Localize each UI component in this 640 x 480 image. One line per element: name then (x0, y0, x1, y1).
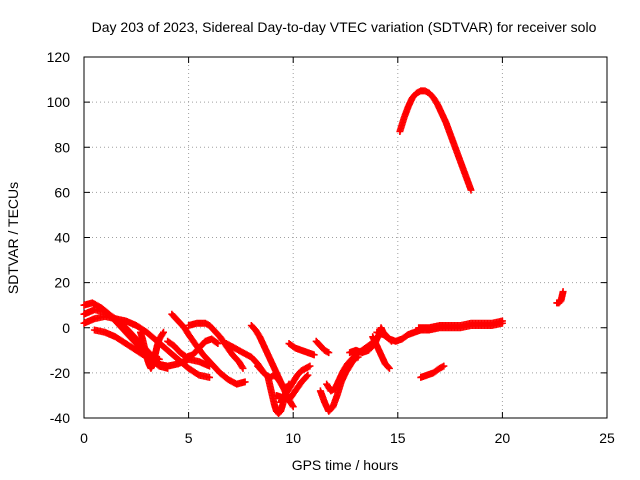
series-arc-p (312, 337, 333, 357)
data-point (310, 351, 318, 359)
x-tick-label: 10 (285, 430, 301, 446)
data-point (241, 378, 249, 386)
series-arc-o (285, 340, 318, 359)
data-point (325, 349, 333, 357)
chart-title: Day 203 of 2023, Sidereal Day-to-day VTE… (92, 19, 597, 35)
data-point (498, 317, 506, 325)
x-tick-label: 5 (185, 430, 193, 446)
axes: 0 5 10 15 20 25 -40 -20 0 20 40 60 80 100 120 (47, 49, 615, 446)
x-tick-label: 0 (80, 430, 88, 446)
x-tick-label: 25 (599, 430, 615, 446)
series-arc-x (396, 87, 475, 194)
data-point (440, 362, 448, 370)
data-point (214, 340, 222, 348)
data-point (238, 363, 246, 371)
y-tick-label: 20 (54, 275, 70, 291)
y-tick-label: -20 (50, 365, 70, 381)
data-point (278, 381, 286, 389)
data-point (289, 403, 297, 411)
data-point (159, 328, 167, 336)
data-point (467, 186, 475, 194)
data-point (159, 330, 167, 338)
series-arc-v (415, 317, 506, 332)
y-tick-label: 60 (54, 184, 70, 200)
y-axis-label: SDTVAR / TECUs (5, 182, 21, 294)
data-point (206, 373, 214, 381)
data-point (385, 364, 393, 372)
y-tick-label: 120 (47, 49, 71, 65)
y-tick-label: 0 (62, 320, 70, 336)
data-point (306, 362, 314, 370)
y-tick-label: -40 (50, 410, 70, 426)
data-point (239, 364, 247, 372)
x-axis-label: GPS time / hours (292, 457, 399, 473)
series-arc-r (323, 337, 379, 395)
series-arc-n (272, 371, 312, 404)
series-arc-w (417, 362, 448, 381)
series-arc-t (369, 333, 393, 372)
data-point (304, 371, 312, 379)
data-point (288, 401, 296, 409)
data-point (303, 372, 311, 380)
data-points (80, 87, 567, 417)
series-arc-e (136, 328, 167, 372)
y-tick-label: 40 (54, 230, 70, 246)
data-point (213, 339, 221, 347)
y-tick-label: 80 (54, 139, 70, 155)
y-tick-label: 100 (47, 94, 71, 110)
data-point (384, 363, 392, 371)
x-tick-label: 15 (390, 430, 406, 446)
series-arc-y (553, 288, 567, 307)
series-arc-g (168, 310, 249, 388)
data-point (559, 288, 567, 296)
x-tick-label: 20 (495, 430, 511, 446)
